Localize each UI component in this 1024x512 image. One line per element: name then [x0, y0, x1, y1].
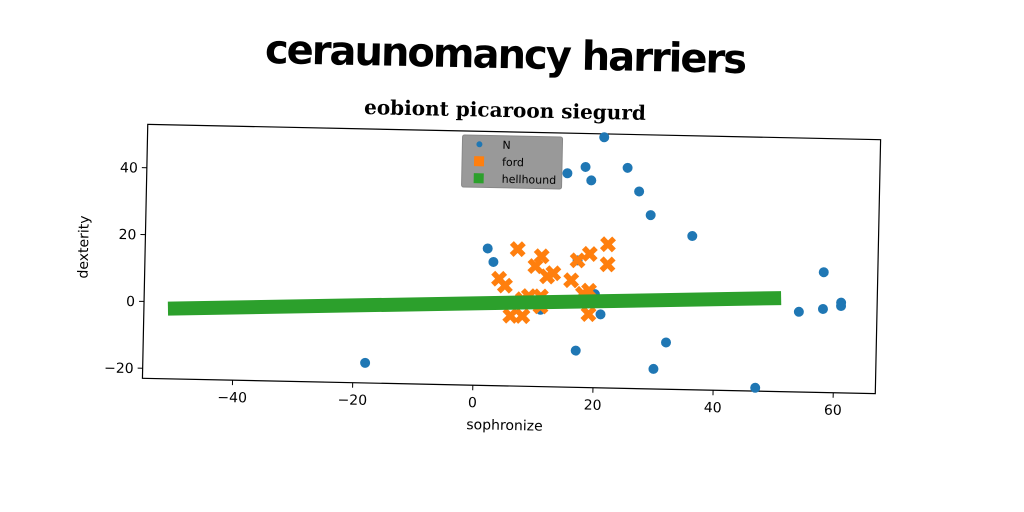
- N-point: [482, 243, 493, 254]
- x-axis-label: sophronize: [466, 417, 543, 435]
- N-point: [645, 210, 656, 221]
- y-tick-label: −20: [104, 360, 134, 377]
- x-tick-label: 0: [468, 395, 477, 411]
- N-point: [488, 256, 499, 267]
- legend-box: [461, 134, 564, 190]
- ford-point: [581, 245, 598, 262]
- N-point: [634, 186, 645, 197]
- ford-point: [502, 307, 519, 324]
- ford-point: [496, 277, 513, 294]
- ford-point: [599, 256, 616, 273]
- legend-marker-ford: [473, 156, 485, 167]
- y-tick-label: 20: [118, 227, 136, 243]
- legend-label-ford: ford: [502, 156, 524, 169]
- x-tick-label: −40: [217, 390, 247, 407]
- y-tick-label: 0: [126, 294, 135, 310]
- y-axis-label: dexterity: [76, 215, 93, 278]
- legend-label-N: N: [502, 139, 511, 152]
- x-tick-label: 20: [584, 398, 602, 414]
- ford-point: [509, 241, 526, 258]
- ford-point: [599, 236, 617, 253]
- ford-point: [527, 258, 544, 275]
- x-tick-label: 60: [824, 403, 842, 419]
- N-point: [580, 161, 591, 172]
- N-point: [622, 162, 633, 173]
- ford-point: [563, 272, 580, 289]
- ford-point: [539, 268, 556, 285]
- N-point: [562, 168, 573, 179]
- legend-marker-N: [476, 141, 483, 148]
- y-tick-label: 40: [120, 160, 138, 176]
- N-point: [750, 382, 761, 393]
- N-point: [687, 231, 698, 242]
- legend-marker-hellhound: [473, 173, 484, 184]
- x-tick-label: −20: [337, 392, 367, 409]
- N-point: [570, 345, 581, 356]
- N-point: [599, 132, 610, 143]
- hellhound-line: [167, 291, 782, 316]
- ford-point: [514, 308, 531, 325]
- N-point: [360, 357, 371, 368]
- ford-point: [533, 248, 550, 265]
- N-point: [818, 267, 829, 278]
- plot-frame: [141, 123, 882, 395]
- ford-point: [569, 252, 586, 269]
- ford-point: [580, 306, 597, 323]
- N-point: [586, 175, 597, 186]
- x-tick-label: 40: [704, 400, 722, 416]
- N-point: [661, 337, 672, 348]
- N-point: [817, 303, 828, 314]
- N-point: [648, 363, 659, 374]
- N-point: [595, 309, 606, 320]
- legend-label-hellhound: hellhound: [502, 173, 557, 187]
- N-point: [836, 301, 847, 312]
- N-point: [793, 306, 804, 317]
